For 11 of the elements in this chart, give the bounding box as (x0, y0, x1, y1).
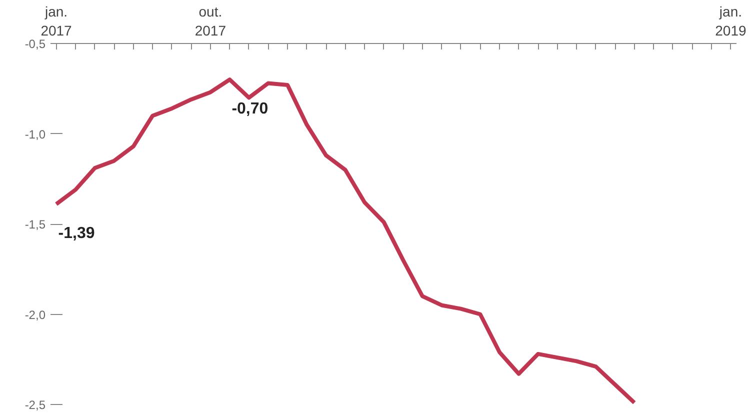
y-tick-label: -0,5 (24, 37, 46, 51)
x-tick-label: jan. 2017 (40, 3, 72, 38)
x-tick-label: out. 2017 (194, 3, 226, 38)
x-tick-label: jan. 2019 (715, 3, 747, 38)
line-series (54, 78, 636, 404)
data-label: -0,70 (232, 100, 268, 118)
y-tick-label: -1,5 (24, 218, 46, 232)
y-tick-label: -2,0 (24, 308, 46, 322)
y-tick-label: -1,0 (24, 127, 46, 142)
y-tick-label: -2,5 (24, 398, 46, 412)
data-label: -1,39 (58, 225, 95, 242)
